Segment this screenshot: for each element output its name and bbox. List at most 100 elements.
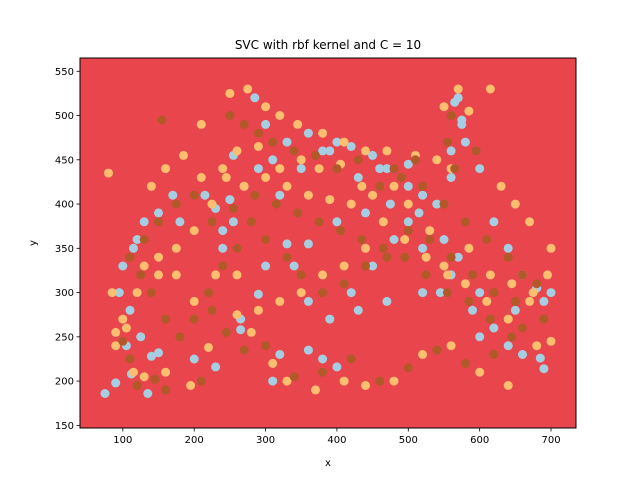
data-point <box>261 341 271 351</box>
data-point <box>125 305 135 315</box>
data-point <box>318 367 328 377</box>
data-point <box>171 270 181 280</box>
data-point <box>218 226 228 236</box>
data-point <box>250 93 260 103</box>
data-point <box>546 336 556 346</box>
data-point <box>346 199 356 209</box>
data-point <box>196 376 206 386</box>
data-point <box>282 376 292 386</box>
data-point <box>318 128 328 138</box>
data-point <box>275 164 285 174</box>
data-point <box>368 150 378 160</box>
data-point <box>414 208 424 218</box>
data-point <box>471 146 481 156</box>
data-point <box>179 150 188 160</box>
data-point <box>154 348 163 358</box>
data-point <box>475 164 485 174</box>
data-point <box>546 288 556 298</box>
data-point <box>196 119 206 129</box>
data-point <box>268 376 278 386</box>
data-point <box>225 88 235 98</box>
x-tick-label: 600 <box>470 435 489 446</box>
data-point <box>118 336 128 346</box>
data-point <box>261 235 271 244</box>
data-point <box>275 296 285 306</box>
data-point <box>293 119 303 129</box>
data-point <box>353 173 363 182</box>
data-point <box>207 305 217 315</box>
data-point <box>453 93 463 103</box>
data-point <box>468 305 477 315</box>
data-point <box>439 102 449 112</box>
data-point <box>385 199 395 209</box>
data-point <box>150 374 160 384</box>
data-point <box>518 323 527 333</box>
data-point <box>396 173 406 182</box>
data-point <box>154 217 163 227</box>
data-point <box>318 270 328 280</box>
data-point <box>439 235 449 244</box>
data-point <box>332 217 342 227</box>
data-point <box>253 142 263 151</box>
data-point <box>361 261 370 271</box>
data-point <box>518 350 527 359</box>
data-point <box>282 181 292 191</box>
data-point <box>357 235 367 244</box>
data-point <box>382 146 392 156</box>
y-tick-label: 450 <box>55 155 74 166</box>
data-point <box>228 217 238 227</box>
data-point <box>129 243 138 253</box>
data-point <box>403 363 413 373</box>
data-point <box>221 173 231 182</box>
data-point <box>489 323 499 333</box>
data-point <box>418 288 428 298</box>
data-point <box>111 341 121 351</box>
data-point <box>289 261 299 271</box>
data-point <box>503 341 513 351</box>
data-point <box>204 342 213 352</box>
data-point <box>475 332 485 342</box>
y-tick-label: 350 <box>55 244 74 255</box>
data-point <box>389 376 399 386</box>
data-point <box>339 261 349 271</box>
y-tick-label: 150 <box>55 421 74 432</box>
data-point <box>136 270 146 280</box>
data-point <box>450 164 460 174</box>
data-point <box>339 279 349 289</box>
data-point <box>468 270 477 280</box>
data-point <box>403 226 413 236</box>
data-point <box>253 305 263 315</box>
x-tick-label: 300 <box>256 435 275 446</box>
data-point <box>535 353 545 363</box>
data-point <box>539 364 549 374</box>
chart-title: SVC with rbf kernel and C = 10 <box>235 38 421 52</box>
data-point <box>453 252 463 262</box>
data-point <box>361 146 370 156</box>
data-point <box>168 190 178 200</box>
data-point <box>318 146 328 156</box>
data-point <box>246 217 256 227</box>
data-point <box>446 111 456 120</box>
data-point <box>382 164 392 174</box>
data-point <box>139 372 149 382</box>
data-point <box>189 354 199 364</box>
data-point <box>139 235 149 244</box>
data-point <box>400 235 410 244</box>
data-point <box>389 164 399 174</box>
y-axis-ticks: 150 200 250 300 350 400 450 500 550 <box>55 67 80 432</box>
data-point <box>410 155 420 165</box>
data-point <box>361 381 370 390</box>
data-point <box>154 208 163 218</box>
data-point <box>346 288 356 298</box>
data-point <box>332 137 342 147</box>
x-axis-ticks: 100 200 300 400 500 600 700 <box>113 428 561 446</box>
data-point <box>361 243 370 253</box>
data-point <box>475 367 485 377</box>
data-point <box>207 217 217 227</box>
data-point <box>139 261 149 271</box>
data-point <box>325 146 335 156</box>
data-point <box>539 296 549 306</box>
data-point <box>196 173 206 182</box>
data-point <box>303 190 313 200</box>
data-point <box>100 389 110 398</box>
